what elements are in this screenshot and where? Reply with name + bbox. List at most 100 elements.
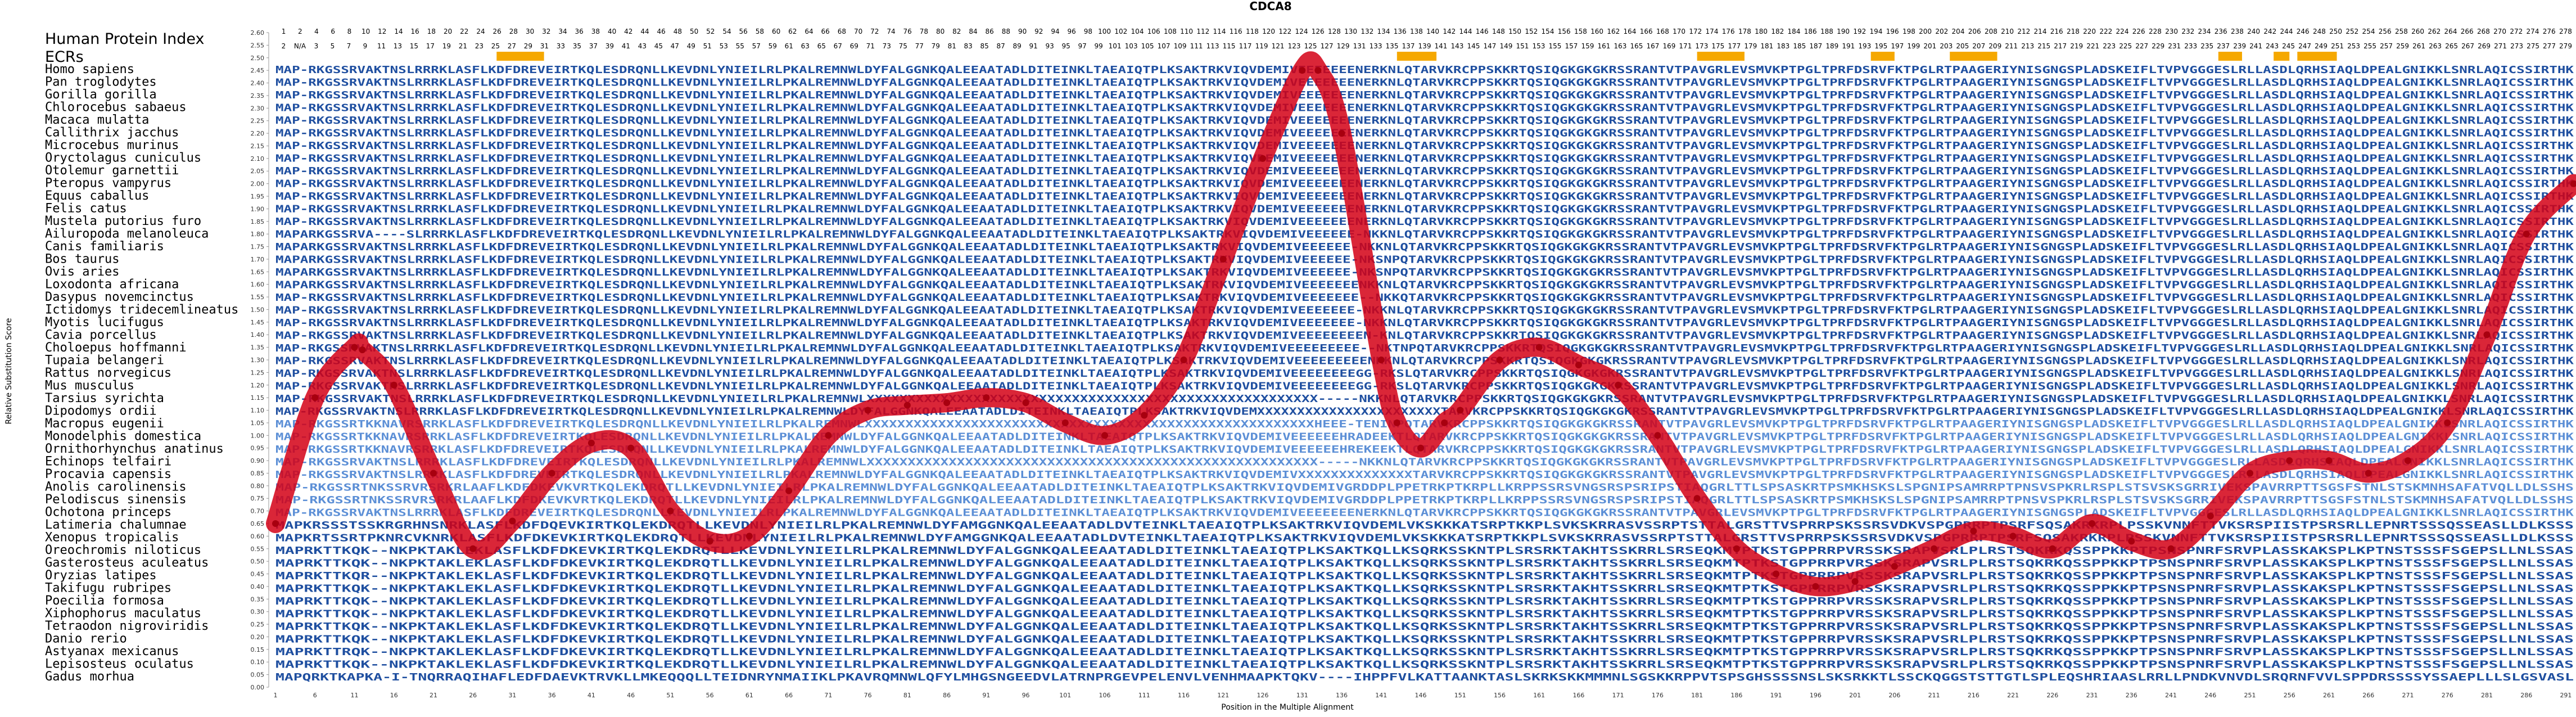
hpi-number: 206 [1968, 28, 1981, 35]
hpi-number: 248 [2313, 28, 2326, 35]
hpi-number: 260 [2411, 28, 2424, 35]
hpi-number: 76 [903, 28, 912, 35]
hpi-number: 96 [1068, 28, 1076, 35]
hpi-number: 222 [2099, 28, 2112, 35]
y-tick-label: 2.20 [251, 130, 265, 137]
ecr-block [2274, 52, 2290, 61]
hpi-number: 103 [1125, 42, 1138, 50]
y-tick-label: 0.65 [251, 520, 265, 527]
data-point [1773, 570, 1780, 578]
x-tick-label: 41 [587, 692, 595, 699]
hpi-number: 220 [2083, 28, 2096, 35]
hpi-number: 180 [1755, 28, 1768, 35]
data-point [1496, 357, 1503, 363]
hpi-number: 207 [1972, 42, 1985, 50]
hpi-number: 210 [2001, 28, 2014, 35]
x-axis: 1 6 11 16 21 26 31 36 41 46 51 56 61 66 71 76 81 86 91 96 10… [274, 692, 2572, 699]
y-tick-label: 1.00 [251, 432, 265, 439]
alignment-sequence: MAPRKTTKQK--NKPKTAKLEKLASFLKDFDKEVKIRTKQ… [275, 634, 2574, 646]
hpi-number: 250 [2329, 28, 2342, 35]
alignment-sequences: MAP-RKGSSRVAKTNSLRRRKLASFLKDFDREVEIRTKQL… [275, 64, 2574, 683]
data-point [2325, 457, 2333, 465]
alignment-sequence: MAP-RKGSSRTKKNAVRSRRKLASFLKDFDREVEIRTKQL… [275, 418, 2574, 430]
hpi-number: 142 [1443, 28, 1456, 35]
data-point [2128, 538, 2135, 545]
x-tick-label: 286 [2520, 692, 2532, 699]
ecr-blocks [496, 52, 2337, 61]
hpi-number: 254 [2362, 28, 2375, 35]
hpi-number: 178 [1738, 28, 1751, 35]
hpi-number: 123 [1288, 42, 1301, 50]
hpi-number: 25 [491, 42, 500, 50]
alignment-sequence: MAPRKTTKQK--NKPKTAKLEKLASFLKDFDKEVKIRTKQ… [275, 659, 2574, 671]
hpi-number: 49 [687, 42, 695, 50]
hpi-number: 154 [1542, 28, 1554, 35]
species-label: Homo sapiens [45, 62, 134, 76]
x-tick-label: 6 [313, 692, 317, 699]
x-tick-label: 126 [1257, 692, 1269, 699]
x-tick-label: 116 [1178, 692, 1190, 699]
alignment-sequence: MAP-RKGSSRVAKTNSLRRRKLASFLKDFDREVEIRTKQL… [275, 305, 2574, 317]
species-label: Canis familiaris [45, 240, 164, 254]
hpi-number: 55 [736, 42, 744, 50]
data-point [1575, 361, 1582, 368]
hpi-number: 246 [2297, 28, 2310, 35]
hpi-number: 97 [1078, 42, 1087, 50]
hpi-number: 225 [2119, 42, 2132, 50]
data-point [1733, 545, 1740, 552]
hpi-number: 82 [952, 28, 961, 35]
hpi-number: 215 [2037, 42, 2050, 50]
species-label: Procavia capensis [45, 467, 171, 481]
hpi-number: 259 [2396, 42, 2409, 50]
y-tick-label: 0.60 [251, 533, 265, 540]
hpi-number: 31 [540, 42, 549, 50]
hpi-number: 179 [1744, 42, 1757, 50]
hpi-number: 126 [1312, 28, 1325, 35]
hpi-number: 191 [1842, 42, 1855, 50]
hpi-number-row-1: 1 2 4 6 8 10 12 14 16 18 20 22 24 26 28 30 32 34 36 38 40 42 4… [282, 28, 2572, 35]
x-tick-label: 91 [982, 692, 990, 699]
hpi-number: 66 [821, 28, 830, 35]
y-tick-label: 1.15 [251, 394, 265, 402]
hpi-number: 78 [920, 28, 928, 35]
data-point [1441, 419, 1448, 426]
y-tick-label: 1.95 [251, 193, 265, 200]
hpi-number: 208 [1985, 28, 1997, 35]
species-label: Gorilla gorilla [45, 88, 157, 102]
alignment-sequence: MAP-RKGSSRVAKTNSLRRRKLASFLKDFDREVEIRTKQL… [275, 393, 2574, 405]
data-point [2483, 331, 2491, 339]
data-point [1417, 444, 1424, 452]
x-tick-label: 281 [2481, 692, 2493, 699]
alignment-sequence: MAPKRSSSTSSKRGRHNSNRKLASFLKDFDQEVKIRTKQL… [275, 520, 2574, 531]
hpi-number: 115 [1223, 42, 1236, 50]
hpi-number: 61 [785, 42, 793, 50]
x-tick-label: 216 [1968, 692, 1980, 699]
y-tick-label: 1.20 [251, 382, 265, 389]
alignment-sequence: MAP-RKGSSRVAKTNSLRRRKLASFLKDFDREVEIRTKQL… [275, 153, 2574, 165]
hpi-number: 48 [674, 28, 682, 35]
hpi-number: 128 [1328, 28, 1341, 35]
substitution-score-line [266, 51, 2576, 597]
hpi-number: 234 [2198, 28, 2211, 35]
data-point [2207, 512, 2214, 520]
hpi-number: 146 [1476, 28, 1489, 35]
data-point [1141, 412, 1148, 419]
data-point [351, 344, 358, 351]
hpi-number: 162 [1607, 28, 1620, 35]
y-tick-label: 0.15 [251, 646, 265, 653]
hpi-number: 218 [2067, 28, 2080, 35]
hpi-number: 147 [1484, 42, 1497, 50]
hpi-number: 205 [1956, 42, 1969, 50]
hpi-number: 87 [997, 42, 1005, 50]
hpi-number: 264 [2444, 28, 2457, 35]
chart-title: CDCA8 [1249, 0, 1291, 13]
alignment-sequence: MAP-RKGSSRVAKTNSLRRRKLASFLKDFDREVEIRTKQL… [275, 457, 2574, 468]
hpi-number: 93 [1046, 42, 1054, 50]
alignment-sequence: MAPRKTTKQR--NKPKTAKLEKLASFLKDFDKEVKIRTKQ… [275, 570, 2574, 582]
data-point [2365, 470, 2372, 477]
hpi-number: 165 [1630, 42, 1643, 50]
x-axis-label: Position in the Multiple Alignment [1221, 703, 1354, 712]
hpi-number: 34 [558, 28, 567, 35]
hpi-number: 278 [2559, 28, 2572, 35]
hpi-number: 139 [1418, 42, 1431, 50]
